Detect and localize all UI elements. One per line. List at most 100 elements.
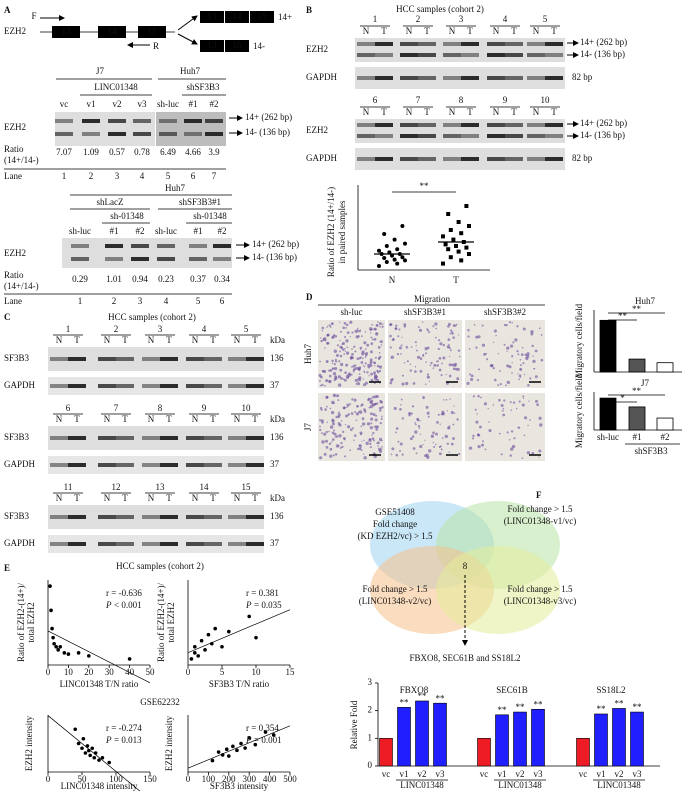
gel-band bbox=[142, 436, 160, 440]
unit-label: kDa bbox=[270, 335, 285, 345]
column-label: sh-luc bbox=[341, 307, 363, 317]
lane-n: N bbox=[234, 493, 241, 503]
stained-cell bbox=[361, 335, 363, 338]
stained-cell bbox=[357, 367, 361, 371]
lane-n: N bbox=[533, 26, 540, 36]
stained-cell bbox=[336, 394, 340, 398]
scatter-point bbox=[54, 644, 58, 649]
lane-number: 5 bbox=[166, 171, 171, 181]
scatter-point bbox=[81, 736, 86, 741]
sample-number: 3 bbox=[158, 324, 163, 334]
band-label: 14+ (262 bp) bbox=[245, 112, 292, 122]
stained-cell bbox=[342, 430, 345, 434]
stained-cell bbox=[414, 430, 418, 434]
stained-cell bbox=[415, 423, 417, 426]
stained-cell bbox=[506, 350, 508, 352]
stained-cell bbox=[380, 448, 383, 450]
scatter-point bbox=[243, 746, 247, 750]
stained-cell bbox=[416, 355, 421, 359]
gel-band bbox=[159, 119, 177, 123]
lane-number: 6 bbox=[191, 171, 196, 181]
stained-cell bbox=[319, 360, 321, 363]
group-label: LINC01348 bbox=[597, 780, 641, 790]
gel-band bbox=[116, 357, 134, 361]
stained-cell bbox=[353, 345, 356, 348]
stained-cell bbox=[472, 434, 475, 438]
stained-cell bbox=[502, 407, 505, 410]
stained-cell bbox=[405, 381, 409, 386]
lane-t: T bbox=[74, 493, 80, 503]
stained-cell bbox=[372, 452, 376, 455]
stained-cell bbox=[351, 348, 353, 350]
stained-cell bbox=[358, 444, 362, 448]
lane-name: sh-luc bbox=[157, 99, 179, 109]
scatter-point bbox=[213, 626, 217, 631]
stained-cell bbox=[399, 442, 403, 446]
scatter-point bbox=[76, 741, 81, 746]
stained-cell bbox=[332, 422, 335, 426]
gel bbox=[55, 112, 155, 146]
stained-cell bbox=[360, 449, 363, 452]
stained-cell bbox=[373, 439, 375, 442]
stained-cell bbox=[458, 452, 461, 456]
stained-cell bbox=[319, 407, 323, 410]
stained-cell bbox=[331, 362, 334, 365]
stained-cell bbox=[319, 428, 322, 432]
stained-cell bbox=[342, 436, 346, 440]
stained-cell bbox=[442, 399, 445, 401]
stained-cell bbox=[518, 374, 522, 378]
stained-cell bbox=[512, 401, 516, 404]
stained-cell bbox=[362, 383, 367, 387]
panel-title: HCC samples (cohort 2) bbox=[116, 561, 204, 571]
stained-cell bbox=[338, 434, 342, 438]
sample-number: 5 bbox=[244, 324, 249, 334]
sample-number: 8 bbox=[158, 403, 163, 413]
gel-band bbox=[246, 515, 264, 519]
gel-band bbox=[98, 463, 116, 467]
venn-set-label: (LINC01348-v3/vc) bbox=[504, 596, 576, 606]
stained-cell bbox=[380, 340, 383, 344]
stained-cell bbox=[319, 425, 321, 428]
stained-cell bbox=[411, 412, 414, 415]
stained-cell bbox=[500, 453, 503, 456]
gel-band bbox=[68, 436, 86, 440]
scatter-point bbox=[85, 744, 90, 748]
lane-t: T bbox=[166, 493, 172, 503]
stained-cell bbox=[361, 357, 364, 360]
chart-title: J7 bbox=[641, 378, 650, 388]
y-axis-label: total EZH2 bbox=[26, 602, 36, 642]
bar bbox=[513, 711, 527, 767]
x-tick-label: 10 bbox=[64, 667, 74, 677]
gel-band bbox=[545, 53, 563, 57]
gel-band bbox=[159, 132, 177, 136]
gene-name: EZH2 bbox=[4, 26, 26, 36]
lane-n: N bbox=[104, 414, 111, 424]
exon-label: 13 bbox=[208, 11, 218, 21]
size-label: 37 bbox=[270, 380, 280, 390]
gel-band bbox=[400, 76, 418, 80]
gel-band bbox=[527, 123, 545, 127]
gel-band bbox=[98, 384, 116, 388]
band-label: 14+ (262 bp) bbox=[580, 37, 627, 47]
gel-band bbox=[418, 76, 436, 80]
gel-band bbox=[400, 53, 418, 57]
lane-t: T bbox=[166, 414, 172, 424]
exon bbox=[200, 11, 224, 23]
stained-cell bbox=[366, 343, 370, 347]
stained-cell bbox=[534, 349, 538, 353]
stained-cell bbox=[321, 383, 324, 387]
stained-cell bbox=[517, 426, 521, 429]
stained-cell bbox=[469, 373, 472, 376]
stained-cell bbox=[437, 339, 441, 342]
stained-cell bbox=[333, 429, 336, 432]
lane-name: #2 bbox=[136, 226, 145, 236]
stained-cell bbox=[363, 456, 367, 460]
stained-cell bbox=[502, 413, 506, 417]
lane-t: T bbox=[210, 493, 216, 503]
scatter-point bbox=[456, 220, 461, 224]
stained-cell bbox=[422, 397, 425, 400]
lane-n: N bbox=[192, 335, 199, 345]
stained-cell bbox=[442, 356, 446, 360]
band-label: 14- (136 bp) bbox=[580, 49, 625, 59]
stained-cell bbox=[339, 350, 341, 353]
